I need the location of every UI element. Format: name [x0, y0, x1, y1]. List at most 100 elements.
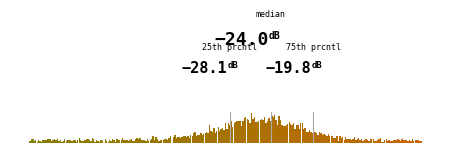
Bar — [375, 141, 377, 143]
Bar — [90, 141, 92, 143]
Bar — [216, 131, 217, 143]
Bar — [285, 125, 287, 143]
Bar — [112, 139, 113, 143]
Bar — [31, 139, 32, 143]
Bar — [342, 137, 344, 143]
Bar — [346, 139, 348, 143]
Bar — [257, 122, 258, 143]
Bar — [291, 125, 293, 143]
Bar — [200, 134, 202, 143]
Bar — [203, 134, 204, 143]
Bar — [323, 134, 325, 143]
Bar — [297, 125, 299, 143]
Bar — [152, 136, 154, 143]
Bar — [180, 138, 181, 143]
Bar — [316, 134, 318, 143]
Bar — [226, 129, 228, 143]
Bar — [113, 140, 115, 143]
Bar — [296, 125, 297, 143]
Bar — [142, 140, 144, 143]
Bar — [207, 133, 209, 143]
Bar — [302, 123, 303, 143]
Bar — [212, 132, 213, 143]
Bar — [393, 140, 394, 143]
Bar — [228, 123, 229, 143]
Bar — [51, 141, 52, 143]
Bar — [335, 138, 336, 143]
Bar — [339, 136, 341, 143]
Bar — [362, 141, 364, 143]
Bar — [399, 140, 400, 143]
Bar — [73, 140, 74, 143]
Bar — [344, 140, 345, 143]
Bar — [303, 129, 304, 143]
Bar — [99, 142, 100, 143]
Bar — [174, 135, 175, 143]
Bar — [254, 117, 255, 143]
Bar — [290, 124, 291, 143]
Bar — [304, 128, 306, 143]
Bar — [166, 139, 167, 143]
Bar — [244, 118, 245, 143]
Bar — [235, 122, 236, 143]
Bar — [133, 141, 135, 143]
Bar — [345, 137, 346, 143]
Bar — [209, 125, 210, 143]
Bar — [293, 123, 294, 143]
Bar — [42, 140, 44, 143]
Bar — [384, 140, 386, 143]
Bar — [221, 129, 222, 143]
Bar — [278, 116, 280, 143]
Bar — [277, 125, 278, 143]
Bar — [391, 141, 393, 143]
Bar — [326, 136, 327, 143]
Bar — [270, 121, 271, 143]
Bar — [289, 122, 290, 143]
Bar — [364, 140, 365, 143]
Bar — [138, 139, 139, 143]
Bar — [234, 123, 235, 143]
Bar — [109, 140, 110, 143]
Bar — [202, 135, 203, 143]
Bar — [96, 140, 97, 143]
Bar — [213, 128, 215, 143]
Text: dB: dB — [228, 61, 239, 70]
Bar — [175, 138, 177, 143]
Bar — [118, 140, 119, 143]
Bar — [380, 138, 381, 143]
Bar — [406, 140, 407, 143]
Bar — [387, 141, 388, 143]
Bar — [414, 140, 416, 143]
Bar — [351, 140, 352, 143]
Bar — [86, 139, 87, 143]
Bar — [116, 139, 118, 143]
Bar — [272, 117, 274, 143]
Bar — [396, 140, 397, 143]
Bar — [249, 123, 251, 143]
Bar — [229, 125, 230, 143]
Bar — [131, 139, 132, 143]
Bar — [76, 142, 77, 143]
Bar — [206, 132, 207, 143]
Bar — [157, 139, 158, 143]
Text: median: median — [256, 10, 286, 19]
Bar — [309, 130, 310, 143]
Bar — [64, 139, 65, 143]
Bar — [217, 127, 219, 143]
Bar — [361, 139, 362, 143]
Bar — [97, 141, 99, 143]
Bar — [181, 137, 183, 143]
Bar — [338, 141, 339, 143]
Bar — [155, 137, 156, 143]
Bar — [32, 139, 34, 143]
Bar — [186, 137, 187, 143]
Bar — [341, 138, 342, 143]
Bar — [147, 139, 148, 143]
Bar — [310, 132, 312, 143]
Bar — [177, 137, 179, 143]
Bar — [184, 136, 186, 143]
Bar — [260, 120, 261, 143]
Bar — [412, 139, 413, 143]
Text: −19.8: −19.8 — [265, 61, 311, 77]
Bar — [306, 132, 307, 143]
